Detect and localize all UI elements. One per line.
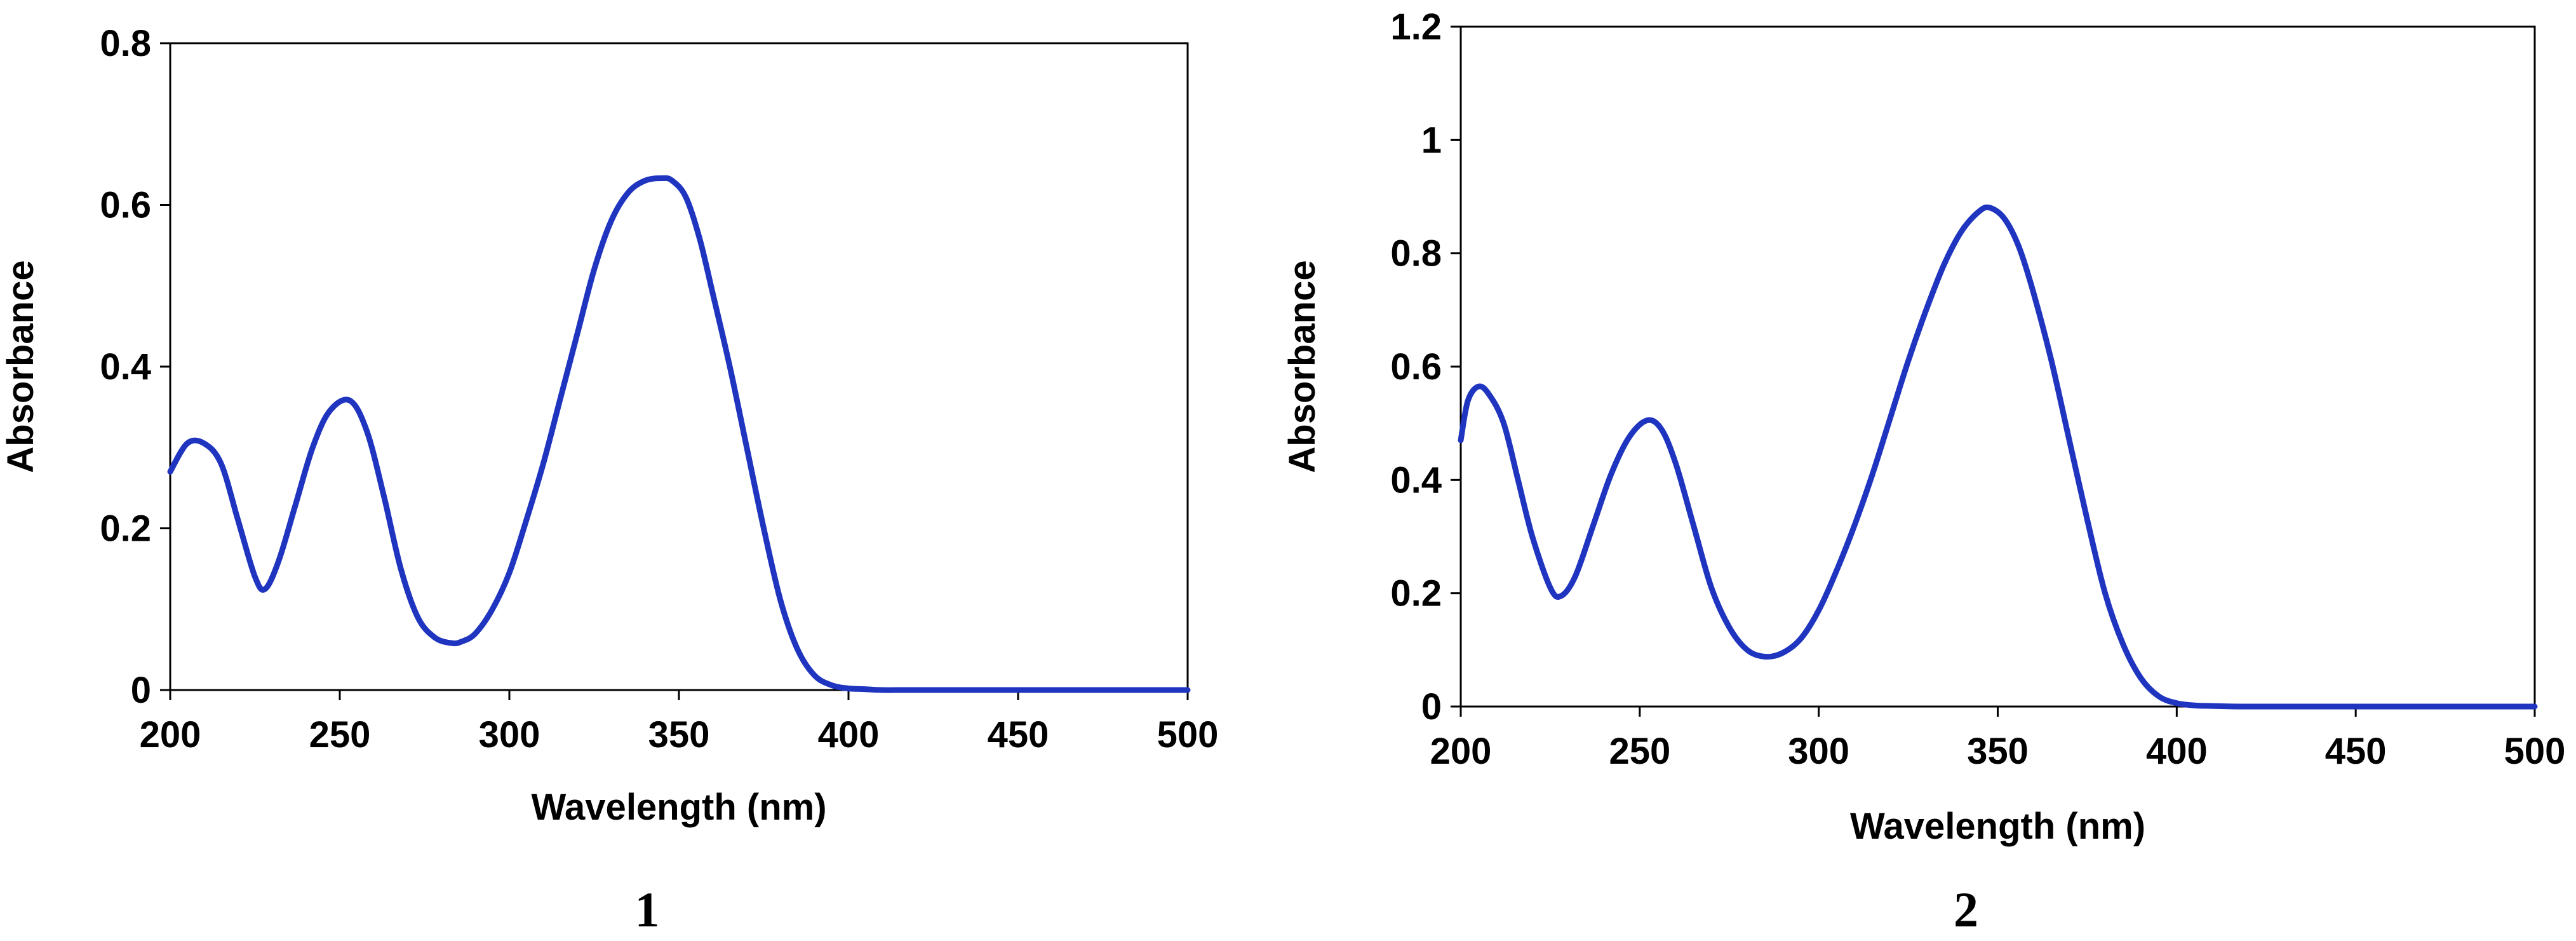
plot-frame [1459, 25, 2536, 708]
y-tick-label: 0.6 [100, 185, 151, 226]
x-tick-label: 200 [1430, 731, 1492, 772]
absorbance-curve [1458, 204, 2538, 710]
y-tick-label: 1 [1421, 119, 1442, 161]
panel-label: 1 [635, 882, 660, 937]
x-tick-label: 300 [479, 714, 540, 755]
panel-label: 2 [1954, 882, 1978, 937]
y-axis-title: Absorbance [0, 260, 41, 473]
x-tick-label: 300 [1788, 731, 1849, 772]
y-tick-label: 0.8 [100, 23, 151, 64]
y-tick-label: 0 [1421, 686, 1442, 728]
x-tick-label: 350 [1967, 731, 2029, 772]
y-tick-label: 0 [131, 670, 151, 711]
x-tick-label: 500 [1157, 714, 1219, 755]
x-tick-label: 450 [2325, 731, 2387, 772]
y-tick-label: 0.2 [100, 508, 151, 550]
x-axis-title: Wavelength (nm) [531, 787, 826, 828]
x-tick-label: 450 [988, 714, 1049, 755]
y-tick-label: 0.4 [100, 346, 151, 388]
x-tick-label: 500 [2504, 731, 2566, 772]
x-tick-label: 400 [2146, 731, 2208, 772]
y-tick-label: 1.2 [1390, 6, 1442, 48]
y-tick-label: 0.8 [1390, 233, 1442, 274]
x-tick-label: 400 [818, 714, 880, 755]
x-tick-label: 200 [140, 714, 201, 755]
y-tick-label: 0.6 [1390, 346, 1442, 388]
y-tick-label: 0.2 [1390, 573, 1442, 614]
chart-panel-2: 0 0.2 0.4 0.6 0.8 1 1.2 200 250 300 350 400 450 500 Wa… [1282, 6, 2565, 937]
chart-panel-1: 0 0.2 0.4 0.6 0.8 200 250 300 350 400 450 500 Wavele… [0, 23, 1218, 937]
y-tick-label: 0.4 [1390, 459, 1442, 501]
x-axis-title: Wavelength (nm) [1850, 806, 2145, 847]
absorbance-curve [167, 175, 1191, 693]
x-tick-label: 350 [648, 714, 710, 755]
x-tick-label: 250 [309, 714, 371, 755]
plot-frame [169, 42, 1189, 691]
x-tick-label: 250 [1609, 731, 1670, 772]
y-axis-title: Absorbance [1282, 260, 1323, 473]
